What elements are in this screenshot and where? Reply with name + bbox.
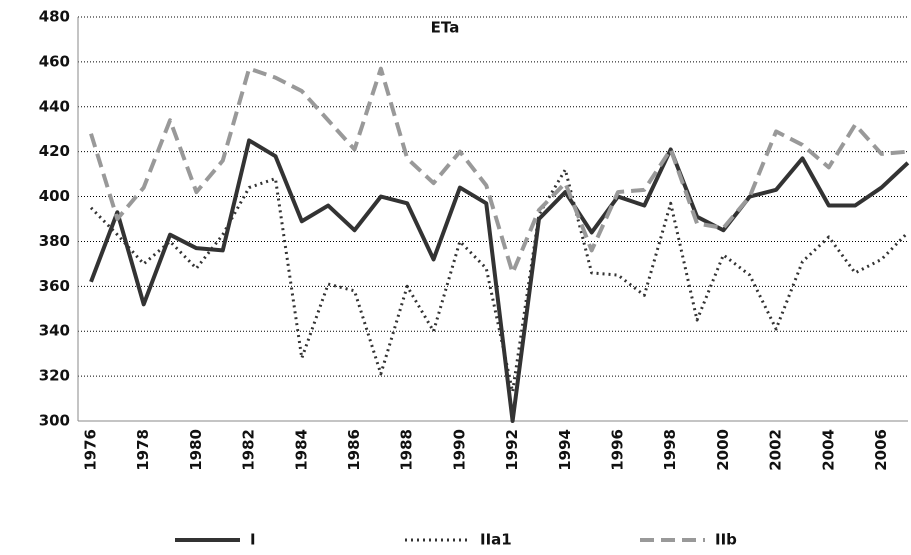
y-tick-label: 420	[39, 142, 70, 160]
series-line	[89, 168, 909, 394]
y-tick-label: 360	[39, 277, 70, 295]
legend-label: IIa1	[480, 531, 512, 549]
x-tick-label: 1988	[398, 429, 416, 471]
series-line	[89, 138, 910, 423]
x-tick-label: 1996	[609, 429, 627, 471]
x-tick-label: 1992	[503, 429, 521, 471]
x-tick-label: 1990	[450, 429, 468, 471]
x-tick-label: 1978	[134, 429, 152, 471]
x-tick-label: 2000	[714, 429, 732, 471]
y-tick-label: 300	[39, 412, 70, 430]
chart-title: ETa	[431, 19, 460, 37]
series-line	[89, 66, 909, 275]
legend-label: I	[250, 531, 256, 549]
x-tick-label: 1986	[345, 429, 363, 471]
x-tick-label: 2002	[767, 429, 785, 471]
x-tick-label: 1976	[82, 429, 100, 471]
legend-label: IIb	[715, 531, 737, 549]
y-tick-label: 340	[39, 322, 70, 340]
x-tick-label: 2006	[872, 429, 890, 471]
x-tick-label: 1982	[240, 429, 258, 471]
y-tick-label: 480	[39, 8, 70, 26]
x-tick-label: 2004	[819, 429, 837, 471]
x-tick-label: 1998	[661, 429, 679, 471]
y-tick-label: 320	[39, 367, 70, 385]
y-tick-label: 460	[39, 52, 70, 70]
y-tick-label: 440	[39, 97, 70, 115]
x-tick-label: 1980	[187, 429, 205, 471]
x-tick-label: 1984	[292, 429, 310, 471]
x-tick-label: 1994	[556, 429, 574, 471]
y-tick-label: 380	[39, 232, 70, 250]
y-tick-label: 400	[39, 187, 70, 205]
